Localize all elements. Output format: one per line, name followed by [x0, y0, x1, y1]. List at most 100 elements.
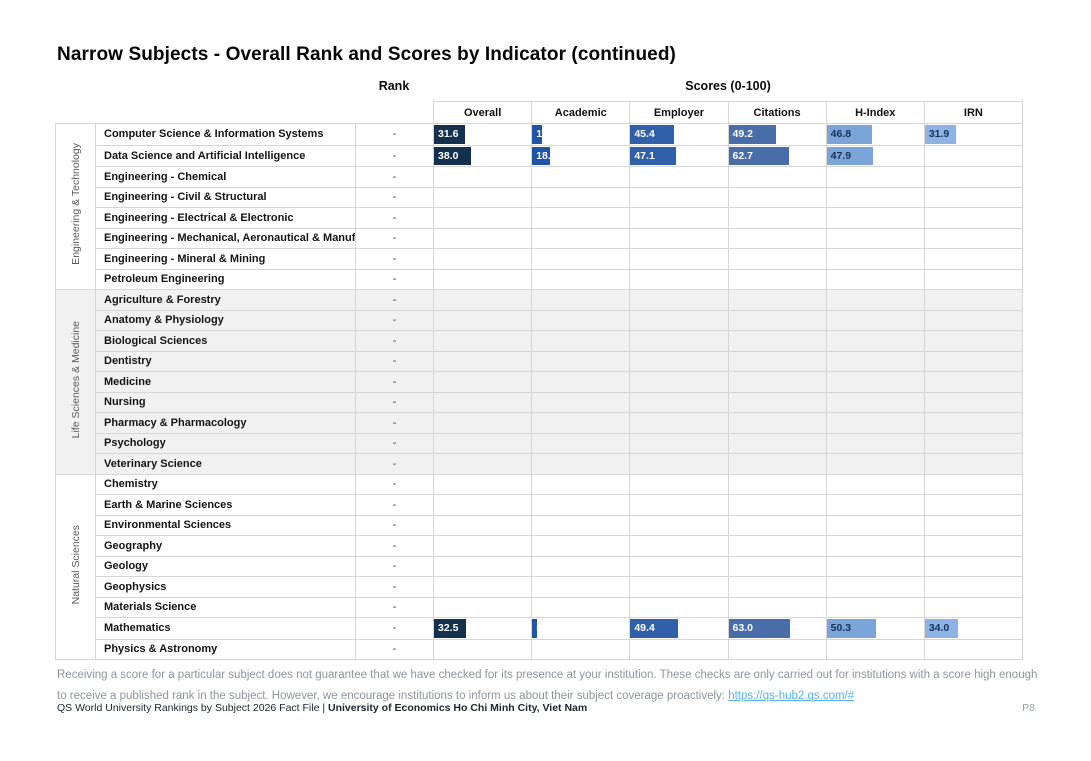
rank-cell: -	[354, 186, 435, 208]
score-cell	[727, 350, 827, 372]
score-bar: 38.0	[434, 146, 471, 165]
score-cell: 47.9	[825, 144, 925, 167]
header-blank-cell	[55, 101, 434, 124]
score-cell	[727, 391, 827, 413]
rank-cell: -	[354, 123, 435, 146]
column-header-citations: Citations	[727, 101, 827, 124]
rank-cell: -	[354, 555, 435, 577]
group-label-text: Life Sciences & Medicine	[69, 320, 82, 438]
score-cell	[531, 268, 631, 290]
subject-cell: Geography	[95, 535, 356, 557]
subject-cell: Computer Science & Information Systems	[95, 123, 356, 146]
footer-institution: University of Economics Ho Chi Minh City…	[327, 702, 588, 714]
score-cell	[825, 330, 925, 352]
subject-cell: Medicine	[95, 371, 356, 393]
score-cell	[727, 289, 827, 311]
score-cell	[923, 535, 1024, 557]
score-bar: 47.1	[630, 146, 677, 165]
rank-cell: -	[354, 412, 435, 434]
subject-cell: Biological Sciences	[95, 330, 356, 352]
subject-cell: Geology	[95, 555, 356, 577]
score-cell	[825, 535, 925, 557]
score-cell	[923, 514, 1024, 536]
score-cell: 38.0	[433, 144, 533, 167]
score-bar: 49.4	[630, 619, 679, 638]
score-cell	[629, 514, 729, 536]
table-row: Engineering - Civil & Structural -	[56, 186, 1024, 208]
score-bar: 45.4	[630, 125, 675, 144]
column-header-h-index: H-Index	[825, 101, 925, 124]
subject-cell: Mathematics	[95, 617, 356, 640]
table-row: Pharmacy & Pharmacology -	[56, 412, 1024, 434]
score-cell	[433, 535, 533, 557]
score-cell	[629, 576, 729, 598]
score-cell	[923, 207, 1024, 229]
score-cell	[433, 596, 533, 618]
table-row: Geography -	[56, 535, 1024, 557]
rank-header: Rank	[378, 79, 410, 93]
score-cell	[923, 371, 1024, 393]
score-cell	[433, 494, 533, 516]
score-cell	[923, 144, 1024, 167]
score-cell	[433, 514, 533, 536]
table-row: Engineering & Technology Computer Science…	[55, 123, 1024, 290]
score-cell	[825, 309, 925, 331]
score-cell	[727, 494, 827, 516]
subject-cell: Nursing	[95, 391, 356, 413]
score-cell	[825, 289, 925, 311]
group-label: Natural Sciences	[55, 473, 96, 660]
rank-cell: -	[354, 289, 435, 311]
subject-cell: Engineering - Electrical & Electronic	[95, 207, 356, 229]
score-cell	[433, 309, 533, 331]
score-cell	[629, 330, 729, 352]
score-bar: 18.2	[532, 146, 550, 165]
score-cell	[531, 330, 631, 352]
score-cell	[629, 289, 729, 311]
score-cell	[531, 289, 631, 311]
score-cell	[433, 371, 533, 393]
subject-cell: Engineering - Mechanical, Aeronautical &…	[95, 227, 356, 249]
score-cell	[629, 166, 729, 188]
subject-cell: Dentistry	[95, 350, 356, 372]
score-cell	[433, 432, 533, 454]
score-bar: 31.6	[434, 125, 465, 144]
score-columns-header-row: Overall Academic Employer Citations H-In…	[55, 101, 1024, 124]
subject-cell: Engineering - Mineral & Mining	[95, 248, 356, 270]
score-cell	[825, 412, 925, 434]
footnote-link[interactable]: https://qs-hub2.qs.com/#	[728, 690, 855, 702]
score-cell	[531, 371, 631, 393]
score-bar: 62.7	[728, 146, 790, 165]
rank-cell: -	[354, 144, 435, 167]
score-cell	[531, 576, 631, 598]
column-header-overall: Overall	[433, 101, 533, 124]
score-cell	[433, 576, 533, 598]
score-cell	[433, 330, 533, 352]
rank-cell: -	[354, 268, 435, 290]
score-cell	[825, 473, 925, 495]
rank-cell: -	[354, 432, 435, 454]
score-cell	[629, 248, 729, 270]
score-cell	[727, 514, 827, 536]
score-cell: 31.9	[923, 123, 1024, 146]
score-cell	[923, 227, 1024, 249]
score-cell	[433, 207, 533, 229]
footnote: Receiving a score for a particular subje…	[57, 665, 1042, 707]
score-cell	[531, 391, 631, 413]
page-footer: QS World University Rankings by Subject …	[57, 702, 1035, 714]
subjects-table: Overall Academic Employer Citations H-In…	[55, 101, 1024, 660]
score-cell	[629, 391, 729, 413]
score-cell	[727, 268, 827, 290]
group-label-text: Natural Sciences	[69, 524, 82, 604]
subject-cell: Physics & Astronomy	[95, 638, 356, 660]
score-cell	[433, 453, 533, 475]
score-cell	[433, 391, 533, 413]
score-cell	[433, 186, 533, 208]
table-row: Veterinary Science -	[56, 453, 1024, 475]
subject-cell: Chemistry	[95, 473, 356, 495]
score-cell	[923, 638, 1024, 660]
table-row: Earth & Marine Sciences -	[56, 494, 1024, 516]
score-cell	[531, 227, 631, 249]
score-cell	[629, 453, 729, 475]
table-row: Materials Science -	[56, 596, 1024, 618]
score-cell	[923, 330, 1024, 352]
